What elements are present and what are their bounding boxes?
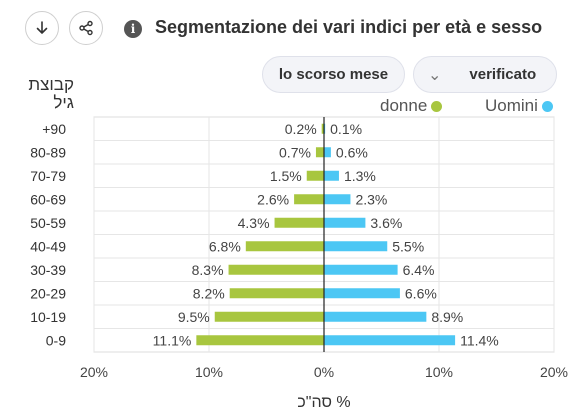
data-label-uomini: 0.1% bbox=[330, 121, 362, 137]
data-label-uomini: 3.6% bbox=[370, 215, 402, 231]
data-label-uomini: 6.4% bbox=[403, 262, 435, 278]
share-button[interactable] bbox=[69, 11, 103, 45]
chart-title: Segmentazione dei vari indici per età e … bbox=[155, 17, 543, 37]
download-button[interactable] bbox=[25, 11, 59, 45]
bar-donne bbox=[228, 264, 324, 275]
bar-donne bbox=[214, 311, 324, 322]
x-tick-label: 10% bbox=[425, 364, 453, 380]
data-label-donne: 8.3% bbox=[192, 262, 224, 278]
bar-uomini bbox=[324, 241, 388, 252]
bar-donne bbox=[294, 194, 324, 205]
data-label-uomini: 8.9% bbox=[431, 309, 463, 325]
x-tick-label: 10% bbox=[195, 364, 223, 380]
data-label-uomini: 6.6% bbox=[405, 285, 437, 301]
category-label: +90 bbox=[42, 121, 66, 137]
bar-donne bbox=[196, 335, 324, 346]
legend-item-uomini[interactable]: Uomini bbox=[485, 96, 553, 116]
bar-uomini bbox=[324, 288, 400, 299]
age-group-title: קבוצת גיל bbox=[28, 75, 74, 112]
data-label-donne: 9.5% bbox=[178, 309, 210, 325]
legend-dot-donne bbox=[431, 100, 443, 112]
legend-item-donne[interactable]: donne bbox=[380, 96, 443, 116]
bar-donne bbox=[274, 217, 324, 228]
data-label-donne: 0.7% bbox=[279, 144, 311, 160]
info-icon[interactable]: i bbox=[124, 20, 142, 38]
share-icon bbox=[79, 20, 93, 36]
data-label-uomini: 0.6% bbox=[336, 144, 368, 160]
category-label: 80-89 bbox=[30, 144, 66, 160]
bar-donne bbox=[306, 170, 324, 181]
data-label-uomini: 5.5% bbox=[392, 238, 424, 254]
x-tick-label: 20% bbox=[540, 364, 568, 380]
x-tick-label: 20% bbox=[80, 364, 108, 380]
plot-frame bbox=[93, 116, 555, 353]
data-label-donne: 11.1% bbox=[153, 332, 192, 348]
data-label-uomini: 2.3% bbox=[355, 191, 387, 207]
category-label: 30-39 bbox=[30, 262, 66, 278]
data-label-donne: 8.2% bbox=[193, 285, 225, 301]
data-label-donne: 2.6% bbox=[257, 191, 289, 207]
bar-donne bbox=[229, 288, 324, 299]
category-label: 50-59 bbox=[30, 215, 66, 231]
status-label: verificato bbox=[469, 66, 537, 83]
x-axis-title: % סה"כ bbox=[297, 394, 350, 411]
data-label-uomini: 11.4% bbox=[460, 332, 499, 348]
category-label: 20-29 bbox=[30, 285, 66, 301]
category-label: 60-69 bbox=[30, 191, 66, 207]
period-label: lo scorso mese bbox=[278, 66, 389, 83]
legend-label-donne: donne bbox=[380, 96, 428, 115]
data-label-donne: 6.8% bbox=[209, 238, 241, 254]
category-label: 10-19 bbox=[30, 309, 66, 325]
data-label-donne: 0.2% bbox=[285, 121, 317, 137]
data-label-uomini: 1.3% bbox=[344, 168, 376, 184]
bar-uomini bbox=[324, 170, 339, 181]
data-label-donne: 1.5% bbox=[270, 168, 302, 184]
data-label-donne: 4.3% bbox=[238, 215, 270, 231]
category-label: 40-49 bbox=[30, 238, 66, 254]
bar-uomini bbox=[324, 311, 427, 322]
bar-uomini bbox=[324, 147, 331, 158]
bar-uomini bbox=[324, 264, 398, 275]
status-dropdown[interactable]: ⌄ verificato bbox=[413, 56, 557, 93]
category-label: 0-9 bbox=[46, 332, 66, 348]
bar-uomini bbox=[324, 123, 326, 134]
category-label: 70-79 bbox=[30, 168, 66, 184]
legend-label-uomini: Uomini bbox=[485, 96, 538, 115]
legend-dot-uomini bbox=[541, 100, 553, 112]
bar-uomini bbox=[324, 194, 351, 205]
bar-donne bbox=[245, 241, 324, 252]
chevron-down-icon: ⌄ bbox=[428, 66, 442, 84]
bar-donne bbox=[315, 147, 324, 158]
x-tick-label: 0% bbox=[314, 364, 334, 380]
bar-donne bbox=[321, 123, 324, 134]
period-dropdown[interactable]: lo scorso mese bbox=[262, 56, 405, 93]
bar-uomini bbox=[324, 217, 366, 228]
download-icon bbox=[36, 21, 48, 34]
bar-uomini bbox=[324, 335, 456, 346]
